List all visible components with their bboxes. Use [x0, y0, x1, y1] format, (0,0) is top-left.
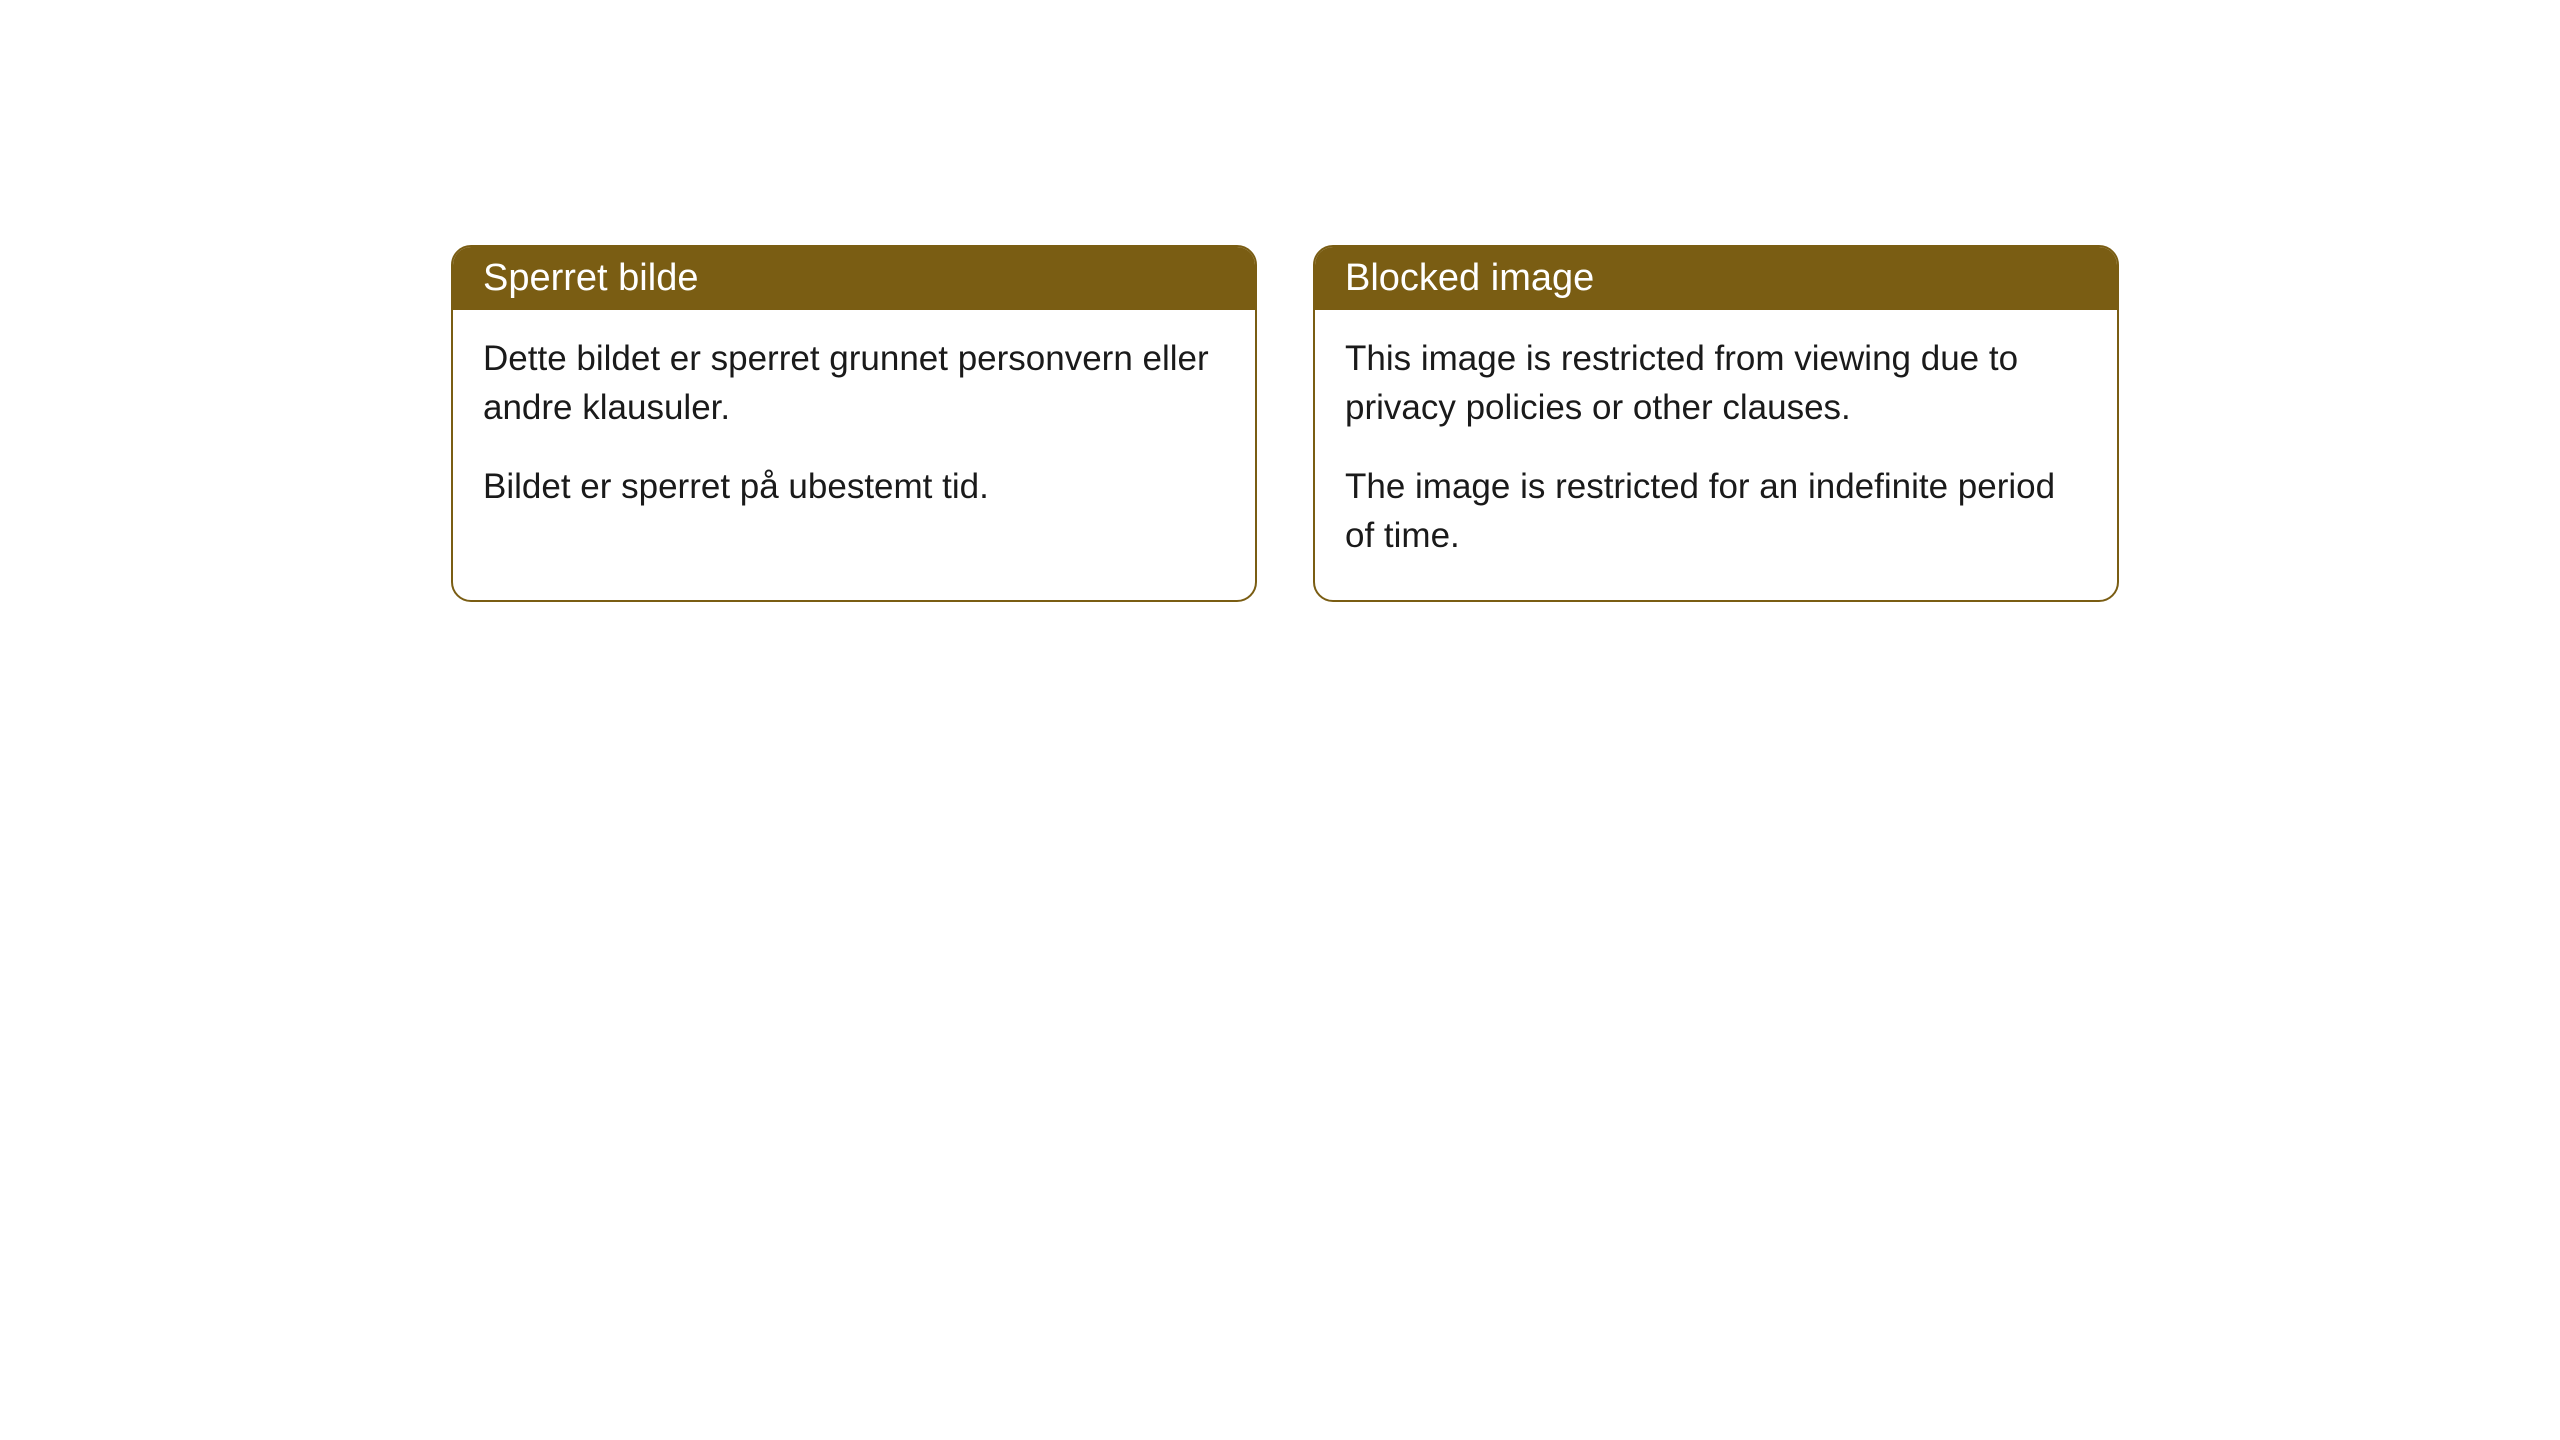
card-title-english: Blocked image — [1345, 257, 1594, 299]
card-english: Blocked image This image is restricted f… — [1313, 245, 2119, 602]
card-body-english: This image is restricted from viewing du… — [1315, 310, 2117, 600]
card-paragraph-1-norwegian: Dette bildet er sperret grunnet personve… — [483, 334, 1225, 432]
card-body-norwegian: Dette bildet er sperret grunnet personve… — [453, 310, 1255, 551]
card-paragraph-1-english: This image is restricted from viewing du… — [1345, 334, 2087, 432]
cards-container: Sperret bilde Dette bildet er sperret gr… — [451, 245, 2119, 602]
card-header-english: Blocked image — [1315, 247, 2117, 310]
card-paragraph-2-english: The image is restricted for an indefinit… — [1345, 462, 2087, 560]
card-norwegian: Sperret bilde Dette bildet er sperret gr… — [451, 245, 1257, 602]
card-header-norwegian: Sperret bilde — [453, 247, 1255, 310]
card-title-norwegian: Sperret bilde — [483, 257, 698, 299]
card-paragraph-2-norwegian: Bildet er sperret på ubestemt tid. — [483, 462, 1225, 511]
